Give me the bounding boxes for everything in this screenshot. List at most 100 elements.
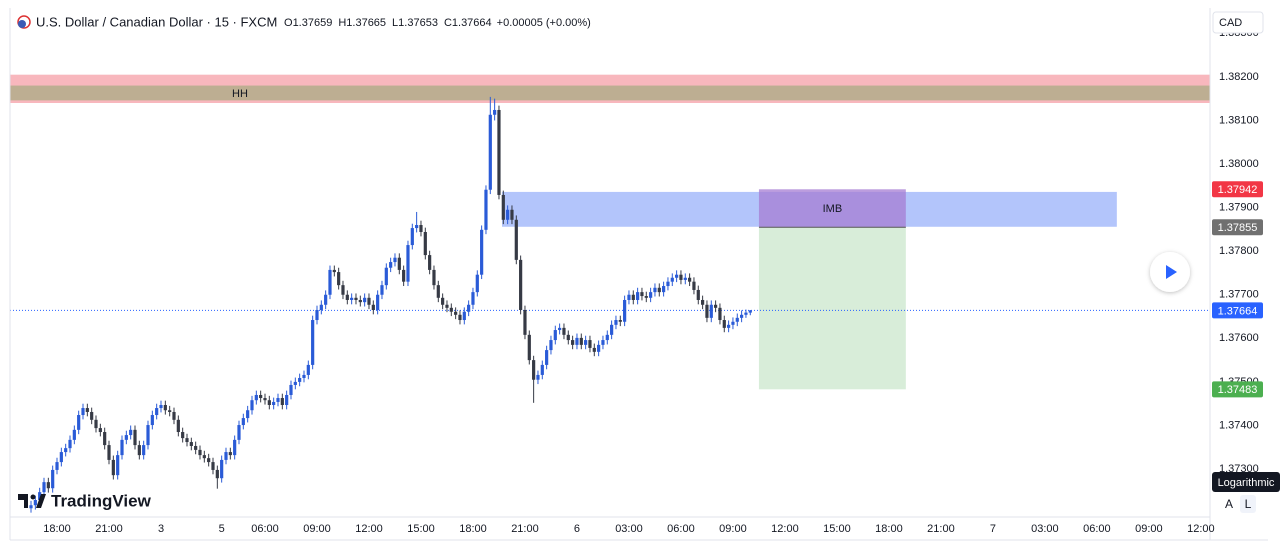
candle-body [319,304,323,311]
ohlc-key: O [284,17,293,29]
candle-body [519,259,523,311]
candle-body [64,448,68,453]
candle-body [272,401,276,406]
ohlc-value: 1.37653 [398,17,438,29]
candle-body [315,310,319,321]
candle-body [631,294,635,300]
candle-body [506,209,510,220]
candle-body [207,458,211,463]
candle-body [709,304,713,318]
candle-body [488,114,492,190]
candle-body [627,294,631,300]
candle-body [649,292,653,298]
candle-body [42,482,46,493]
candle-body [714,304,718,308]
candle-body [748,310,752,313]
price-tag [1212,381,1263,398]
candle-body [393,257,397,263]
candle-body [55,462,59,470]
x-tick-label: 15:00 [823,523,851,535]
candle-body [168,410,172,412]
ohlc-legend: O1.37659 H1.37665 L1.37653 C1.37664 +0.00005… [284,17,591,29]
candle-body [363,297,367,303]
candle-body [194,445,198,450]
candle-body [640,292,644,297]
x-tick-label: 21:00 [95,523,123,535]
candle-body [458,314,462,321]
candle-body [220,459,224,479]
candle-body [211,462,215,470]
candle-body [311,320,315,365]
price-tag-label: 1.37942 [1218,184,1258,196]
candle-body [289,384,293,395]
candle-body [254,394,258,401]
x-tick-label: 06:00 [251,523,279,535]
candle-body [679,274,683,280]
brand-icon [36,494,46,508]
candle-body [341,285,345,295]
x-tick-label: 3 [158,523,164,535]
currency-button[interactable] [1212,11,1264,34]
candle-body [644,296,648,298]
scale-button[interactable]: A [1225,497,1233,511]
axes: 1.383001.382001.381001.380001.379001.378… [43,27,1259,535]
brand-name[interactable]: TradingView [51,491,152,510]
candle-body [246,410,250,419]
ohlc-value: 1.37665 [346,17,386,29]
y-tick-label: 1.38200 [1219,71,1259,83]
candle-body [696,289,700,300]
scale-button[interactable]: L [1245,497,1252,511]
candle-body [146,425,150,446]
symbol-title[interactable]: U.S. Dollar / Canadian Dollar · 15 · FXC… [36,14,277,29]
candle-body [371,304,375,311]
price-tag [1212,219,1263,236]
candle-body [324,294,328,305]
price-tag [1212,181,1263,198]
candle-body [675,274,679,278]
x-tick-label: 12:00 [771,523,799,535]
candle-body [462,311,466,321]
scale-button-box[interactable] [1240,495,1256,513]
x-tick-label: 6 [574,523,580,535]
candle-body [189,442,193,446]
x-tick-label: 03:00 [615,523,643,535]
x-tick-label: 03:00 [1031,523,1059,535]
price-tag-label: 1.37664 [1218,305,1258,317]
price-tag-label: 1.37483 [1218,384,1258,396]
candle-body [280,398,284,406]
ohlc-key: C [444,17,452,29]
candle-body [480,229,484,275]
play-button[interactable] [1150,252,1190,292]
candle-body [579,337,583,345]
candle-body [228,452,232,456]
symbol-flag [18,20,26,28]
candle-body [662,286,666,293]
y-tick-label: 1.38100 [1219,114,1259,126]
candle-body [85,408,89,412]
ohlc-key: H [338,17,346,29]
candle-body [657,287,661,293]
candle-body [419,225,423,232]
candle-body [497,109,501,195]
play-icon[interactable] [1166,265,1177,279]
y-tick-label: 1.37800 [1219,245,1259,257]
target-zone [758,227,906,390]
candle-body [402,269,406,282]
candle-body [558,327,562,331]
candle-body [423,231,427,256]
candle-body [532,360,536,380]
x-tick-label: 21:00 [927,523,955,535]
candle-body [428,255,432,270]
candle-body [237,425,241,440]
currency-label[interactable]: CAD [1219,17,1242,29]
candle-body [445,304,449,308]
candle-body [142,445,146,456]
candle-body [155,408,159,416]
candle-body [475,274,479,293]
candle-body [562,327,566,335]
x-tick-label: 21:00 [511,523,539,535]
candle-body [293,381,297,385]
x-tick-label: 12:00 [355,523,383,535]
